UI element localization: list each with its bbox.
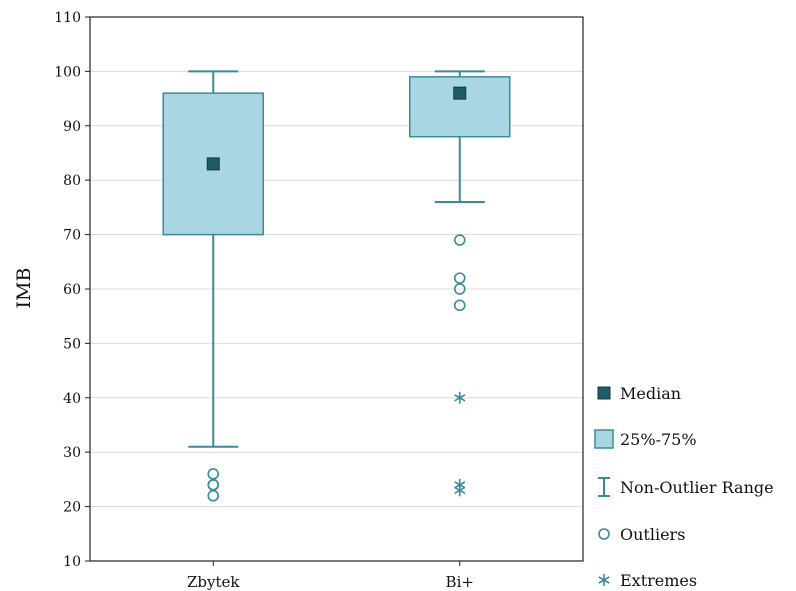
y-tick-label: 10 — [63, 554, 81, 570]
x-tick-label: Bi+ — [446, 573, 474, 591]
box-zbytek — [162, 70, 264, 502]
y-tick-label: 40 — [63, 391, 81, 407]
legend-item-range: Non-Outlier Range — [598, 477, 774, 497]
x-tick-label: Zbytek — [187, 573, 240, 591]
legend-label: Non-Outlier Range — [620, 478, 774, 497]
outlier-point — [453, 234, 466, 246]
y-tick-label: 100 — [54, 64, 81, 80]
iqr-box — [409, 76, 511, 138]
y-tick-label: 20 — [63, 500, 81, 516]
y-axis-title: IMB — [13, 268, 35, 309]
legend-swatch-outlier — [598, 528, 610, 540]
y-tick-label: 70 — [63, 228, 81, 244]
legend-swatch-median — [597, 386, 611, 400]
y-tick-label: 50 — [63, 336, 81, 352]
outlier-point — [207, 489, 220, 502]
legend-label: 25%-75% — [620, 430, 697, 449]
legend-label: Outliers — [620, 525, 685, 544]
y-tick-label: 90 — [63, 119, 81, 135]
legend-swatch-extreme — [598, 576, 610, 584]
extreme-point — [454, 484, 466, 497]
extreme-stroke — [454, 394, 466, 402]
legend-label: Median — [620, 384, 681, 403]
median-marker — [453, 86, 467, 100]
legend-item-median: Median — [597, 384, 681, 403]
y-tick-label: 80 — [63, 173, 81, 189]
legend-swatch-box — [594, 429, 614, 449]
y-tick-label: 110 — [54, 10, 81, 26]
y-tick-label: 60 — [63, 282, 81, 298]
median-marker — [206, 157, 220, 171]
outlier-point — [453, 283, 466, 295]
legend-label: Extremes — [620, 571, 697, 590]
extreme-point — [454, 391, 466, 404]
legend-item-extremes: Extremes — [598, 571, 697, 590]
extreme-stroke — [454, 486, 466, 494]
outlier-point — [207, 479, 220, 491]
outlier-point — [207, 468, 220, 480]
outlier-point — [453, 299, 466, 312]
legend-item-box: 25%-75% — [594, 429, 697, 449]
outlier-point — [453, 272, 466, 284]
box-bi- — [409, 70, 511, 497]
plot-frame — [89, 16, 584, 562]
y-tick-label: 30 — [63, 445, 81, 461]
legend-item-outliers: Outliers — [598, 525, 685, 544]
